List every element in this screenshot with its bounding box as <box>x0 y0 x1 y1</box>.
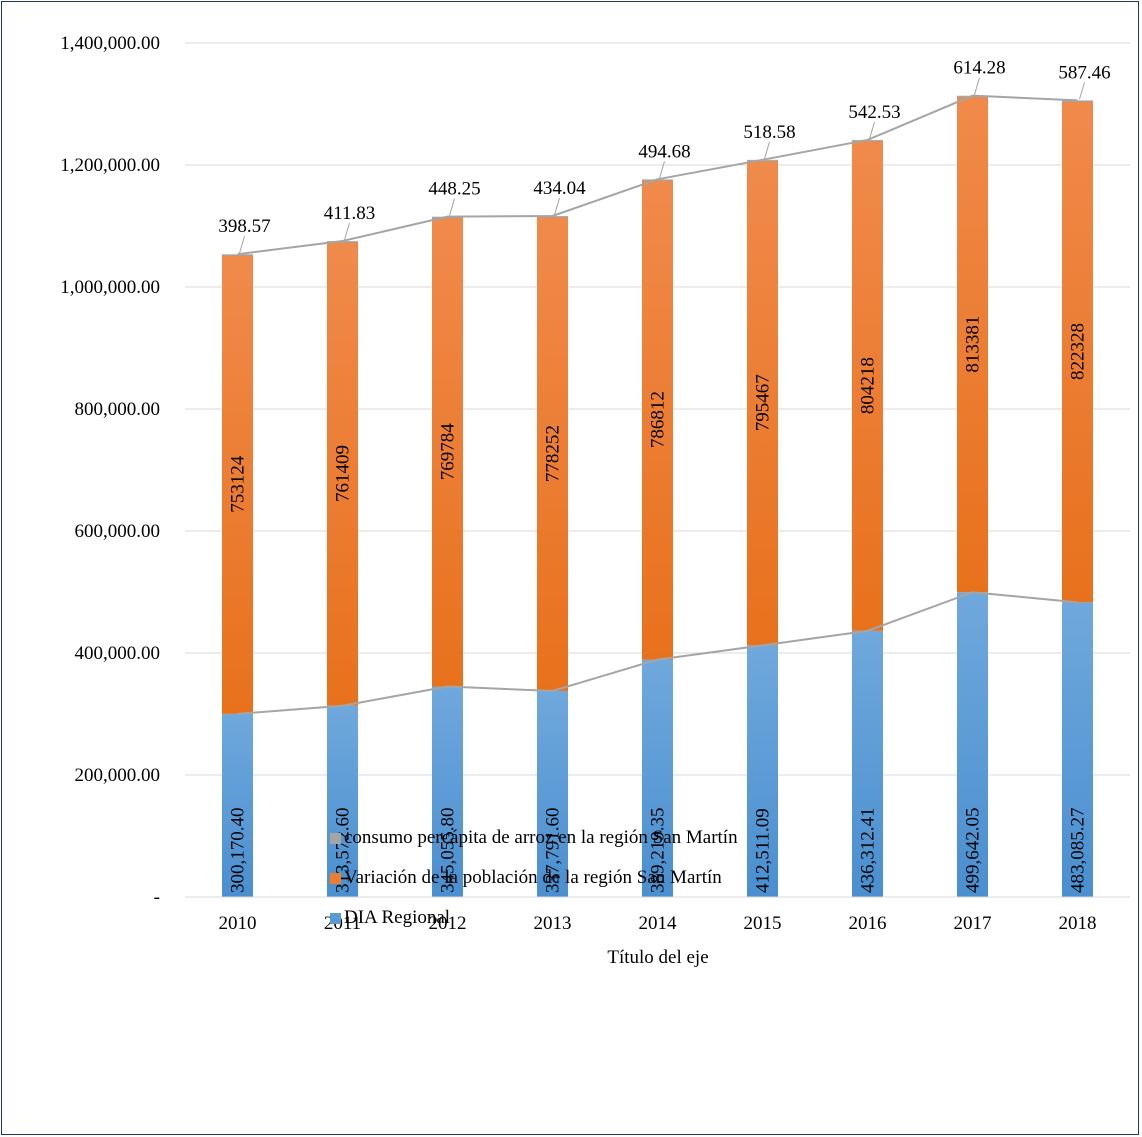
x-tick-label-2010: 2010 <box>219 913 257 934</box>
legend-swatch-poblacion <box>330 872 341 884</box>
bar-poblacion-2017 <box>957 96 988 593</box>
bars <box>222 95 1093 897</box>
legend-item-poblacion: Variación de la población de la región S… <box>330 858 738 898</box>
y-tick-label-3: 600,000.00 <box>75 521 161 542</box>
label-poblacion-2018: 822328 <box>1068 323 1089 380</box>
leader-consumo-2015 <box>764 141 770 159</box>
label-dia-regional-2012: 345,055.80 <box>438 808 459 894</box>
series-lines <box>237 94 1078 715</box>
y-tick-label-6: 1,200,000.00 <box>60 155 160 176</box>
label-poblacion-2015: 795467 <box>753 374 774 431</box>
y-tick-label-1: 200,000.00 <box>75 765 161 786</box>
leader-consumo-2018 <box>1079 82 1085 100</box>
y-tick-label-0: - <box>154 887 160 908</box>
bar-dia-regional-2018 <box>1062 602 1093 897</box>
label-dia-regional-2014: 389,219.35 <box>648 808 669 894</box>
y-axis: - 200,000.00 400,000.00 600,000.00 800,000.0… <box>60 33 160 908</box>
label-dia-regional-2011: 313,572.60 <box>333 808 354 894</box>
bar-dia-regional-2017 <box>957 592 988 897</box>
series-line-dia-regional <box>237 591 1078 715</box>
bar-dia-regional-2010 <box>222 713 253 897</box>
label-consumo-2014: 494.68 <box>638 141 690 162</box>
bar-poblacion-2010 <box>222 254 253 714</box>
stacked-bar-chart: - 200,000.00 400,000.00 600,000.00 800,000.0… <box>60 33 1130 968</box>
label-dia-regional-2010: 300,170.40 <box>228 808 249 894</box>
leader-consumo-2011 <box>344 222 350 241</box>
x-tick-label-2015: 2015 <box>744 913 782 934</box>
label-poblacion-2017: 813381 <box>963 316 984 373</box>
y-tick-label-2: 400,000.00 <box>75 643 161 664</box>
bar-poblacion-2011 <box>327 241 358 706</box>
leader-consumo-2017 <box>974 77 980 95</box>
label-dia-regional-2016: 436,312.41 <box>858 808 879 894</box>
x-tick-label-2014: 2014 <box>639 913 678 934</box>
label-dia-regional-2018: 483,085.27 <box>1068 808 1089 894</box>
bar-poblacion-2013 <box>537 216 568 691</box>
y-tick-label-7: 1,400,000.00 <box>60 33 160 54</box>
legend-label-consumo: consumo percápita de arroz en la región … <box>344 827 738 848</box>
bar-dia-regional-2011 <box>327 705 358 897</box>
label-consumo-2016: 542.53 <box>848 102 900 123</box>
label-consumo-2015: 518.58 <box>743 122 795 143</box>
bar-consumo-2018 <box>1062 100 1093 102</box>
label-consumo-2010: 398.57 <box>218 216 270 237</box>
legend: consumo percápita de arroz en la región … <box>330 818 738 938</box>
legend-swatch-dia <box>330 912 341 924</box>
leader-consumo-2016 <box>869 121 875 140</box>
legend-item-dia: DIA Regional <box>330 898 738 938</box>
legend-label-dia: DIA Regional <box>344 907 451 928</box>
leader-consumo-2010 <box>239 236 245 254</box>
legend-swatch-consumo <box>330 832 341 844</box>
label-dia-regional-2013: 337,791.60 <box>543 808 564 894</box>
label-consumo-2018: 587.46 <box>1058 62 1110 83</box>
data-labels: 300,170.40 753124 398.57 313,572.60 761409 41… <box>218 58 1110 893</box>
bar-dia-regional-2012 <box>432 686 463 897</box>
bar-dia-regional-2014 <box>642 659 673 897</box>
label-consumo-2013: 434.04 <box>533 178 586 199</box>
label-poblacion-2013: 778252 <box>543 425 564 482</box>
label-dia-regional-2015: 412,511.09 <box>753 808 774 893</box>
x-tick-label-2017: 2017 <box>954 913 992 934</box>
bar-dia-regional-2013 <box>537 690 568 897</box>
bar-poblacion-2012 <box>432 216 463 687</box>
bar-poblacion-2015 <box>747 160 778 646</box>
y-tick-label-5: 1,000,000.00 <box>60 277 160 298</box>
legend-label-poblacion: Variación de la población de la región S… <box>344 867 722 888</box>
label-poblacion-2011: 761409 <box>333 445 354 502</box>
bar-dia-regional-2015 <box>747 645 778 897</box>
label-poblacion-2016: 804218 <box>858 357 879 414</box>
bar-poblacion-2016 <box>852 140 883 631</box>
bar-poblacion-2014 <box>642 179 673 660</box>
x-tick-label-2012: 2012 <box>429 913 467 934</box>
label-poblacion-2012: 769784 <box>438 423 459 481</box>
bar-poblacion-2018 <box>1062 100 1093 603</box>
x-tick-label-2018: 2018 <box>1059 913 1097 934</box>
label-poblacion-2010: 753124 <box>228 455 249 513</box>
x-tick-label-2013: 2013 <box>534 913 572 934</box>
bar-dia-regional-2016 <box>852 630 883 897</box>
legend-item-consumo: consumo percápita de arroz en la región … <box>330 818 738 858</box>
label-consumo-2011: 411.83 <box>324 203 376 224</box>
leader-consumo-2014 <box>659 161 665 179</box>
label-dia-regional-2017: 499,642.05 <box>963 808 984 894</box>
leader-consumo-2012 <box>449 198 455 216</box>
label-poblacion-2014: 786812 <box>648 391 669 448</box>
x-axis-title: Título del eje <box>607 947 708 968</box>
y-tick-label-4: 800,000.00 <box>75 399 161 420</box>
label-consumo-2017: 614.28 <box>953 58 1005 79</box>
bar-consumo-2010 <box>222 254 253 256</box>
label-consumo-2012: 448.25 <box>428 179 480 200</box>
leader-consumo-2013 <box>554 197 560 216</box>
series-line-total <box>237 94 1078 256</box>
x-tick-label-2016: 2016 <box>849 913 887 934</box>
